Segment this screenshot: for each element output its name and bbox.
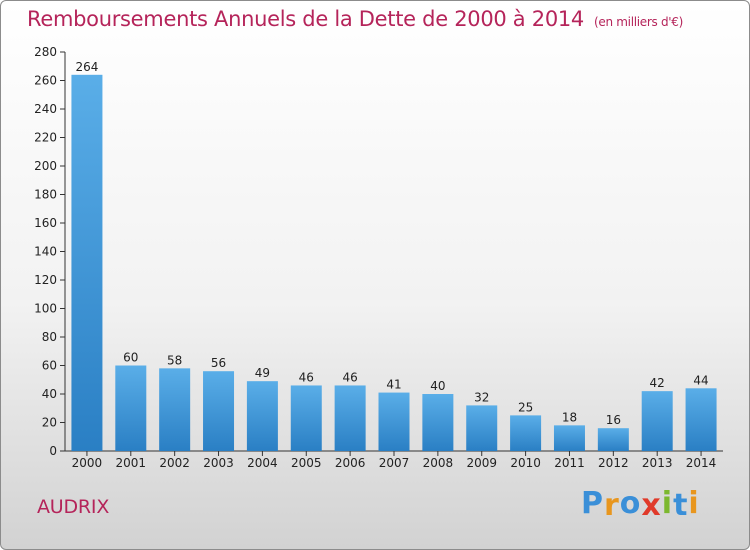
- logo-letter: P: [581, 486, 604, 521]
- value-label-2005: 46: [299, 370, 314, 384]
- y-tick-label: 140: [34, 245, 57, 259]
- x-tick-label: 2008: [423, 456, 454, 470]
- value-label-2007: 41: [386, 378, 401, 392]
- logo-letter: x: [641, 488, 662, 523]
- bar-2012: [597, 428, 629, 451]
- x-tick-label: 2003: [203, 456, 234, 470]
- y-tick-label: 0: [49, 444, 57, 458]
- bar-2003: [203, 371, 235, 451]
- y-tick-label: 160: [34, 216, 57, 230]
- chart-title: Remboursements Annuels de la Dette de 20…: [27, 7, 683, 31]
- value-label-2000: 264: [75, 60, 98, 74]
- bar-2006: [334, 385, 366, 451]
- place-name: AUDRIX: [37, 496, 110, 518]
- y-tick-label: 260: [34, 74, 57, 88]
- x-tick-label: 2013: [642, 456, 673, 470]
- x-tick-label: 2007: [379, 456, 410, 470]
- y-tick-label: 120: [34, 273, 57, 287]
- chart-title-text: Remboursements Annuels de la Dette de 20…: [27, 7, 584, 31]
- bar-2004: [246, 381, 278, 451]
- bar-2011: [553, 425, 585, 451]
- value-label-2011: 18: [562, 410, 577, 424]
- bar-2009: [466, 405, 498, 451]
- y-tick-label: 220: [34, 131, 57, 145]
- y-tick-label: 100: [34, 302, 57, 316]
- bars: [71, 74, 717, 452]
- logo-letter: r: [604, 488, 620, 523]
- bar-2001: [115, 365, 147, 451]
- x-tick-label: 2014: [686, 456, 717, 470]
- y-tick-label: 60: [42, 359, 57, 373]
- y-tick-label: 80: [42, 330, 57, 344]
- bar-2008: [422, 394, 454, 451]
- proxiti-logo: Proxiti: [581, 486, 700, 523]
- value-label-2003: 56: [211, 356, 226, 370]
- bar-2007: [378, 392, 410, 451]
- bar-2010: [510, 415, 542, 451]
- logo-letter: i: [688, 486, 700, 521]
- x-tick-label: 2004: [247, 456, 278, 470]
- value-label-2002: 58: [167, 353, 182, 367]
- x-tick-label: 2011: [554, 456, 585, 470]
- x-tick-label: 2012: [598, 456, 629, 470]
- value-label-2012: 16: [606, 413, 621, 427]
- logo-letter: i: [661, 486, 674, 521]
- y-axis: 0 20 40 60 80 100 120 140 160 180 200 220 240 260 280: [34, 45, 66, 458]
- bar-2014: [685, 388, 717, 451]
- value-label-2014: 44: [693, 373, 708, 387]
- x-tick-label: 2009: [466, 456, 497, 470]
- y-tick-label: 240: [34, 102, 57, 116]
- value-label-2009: 32: [474, 390, 489, 404]
- value-label-2001: 60: [123, 351, 138, 365]
- value-label-2006: 46: [342, 370, 357, 384]
- y-tick-label: 200: [34, 159, 57, 173]
- value-label-2004: 49: [255, 366, 270, 380]
- value-label-2010: 25: [518, 400, 533, 414]
- x-tick-label: 2010: [510, 456, 541, 470]
- x-tick-label: 2005: [291, 456, 322, 470]
- bar-2005: [290, 385, 322, 451]
- x-tick-label: 2006: [335, 456, 366, 470]
- bar-2013: [641, 391, 673, 451]
- logo-letter: t: [673, 488, 689, 523]
- y-tick-label: 280: [34, 45, 57, 59]
- x-tick-label: 2002: [159, 456, 190, 470]
- y-tick-label: 20: [42, 416, 57, 430]
- chart-subtitle: (en milliers d'€): [594, 15, 684, 29]
- y-tick-label: 40: [42, 387, 57, 401]
- y-tick-label: 180: [34, 188, 57, 202]
- bar-2000: [71, 74, 103, 452]
- value-label-2013: 42: [650, 376, 665, 390]
- x-axis: 2000 2001 2002 2003 2004 2005 2006 2007 2008 2009…: [65, 450, 723, 470]
- x-tick-label: 2001: [116, 456, 147, 470]
- value-labels: 264 60 58 56 49 46 46 41 40 32 25 18 16 42 44: [75, 60, 708, 427]
- bar-2002: [159, 368, 191, 451]
- value-label-2008: 40: [430, 379, 445, 393]
- logo-letter: o: [619, 486, 642, 521]
- x-tick-label: 2000: [72, 456, 103, 470]
